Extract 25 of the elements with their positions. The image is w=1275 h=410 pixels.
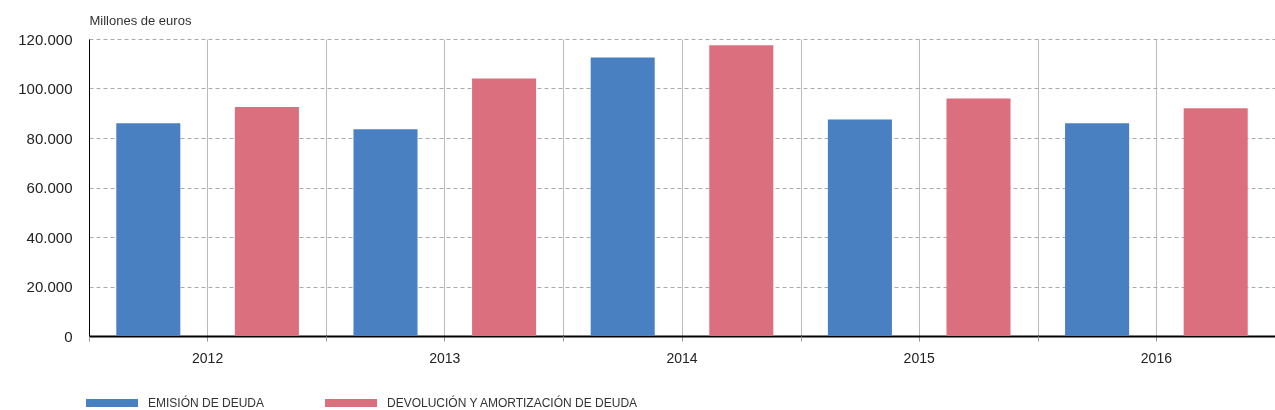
y-tick-label: 100.000: [18, 80, 73, 97]
x-tick-label: 2015: [903, 349, 935, 366]
y-tick-label: 0: [64, 327, 73, 345]
y-tick-label: 120.000: [18, 30, 73, 48]
bar: [234, 107, 299, 336]
legend-label: DEVOLUCIÓN Y AMORTIZACIÓN DE DEUDA: [387, 395, 638, 410]
y-tick-label: 40.000: [26, 228, 73, 246]
y-tick-label: 60.000: [26, 179, 73, 196]
x-tick-label: 2013: [429, 349, 461, 366]
y-tick-label: 20.000: [26, 278, 73, 295]
legend-label: EMISIÓN DE DEUDA: [148, 395, 265, 410]
y-axis-title: Millones de euros: [89, 12, 192, 28]
bar: [472, 78, 537, 336]
x-tick-label: 2016: [1140, 349, 1173, 366]
bar: [946, 98, 1011, 336]
bar: [116, 123, 181, 336]
bar: [590, 57, 655, 336]
bar: [1183, 108, 1248, 336]
y-tick-label: 80.000: [26, 129, 73, 147]
bar: [353, 129, 418, 336]
bar: [1065, 123, 1130, 336]
x-tick-label: 2014: [666, 349, 698, 366]
bar: [709, 45, 774, 336]
bar: [827, 119, 892, 336]
x-tick-label: 2012: [192, 349, 224, 366]
